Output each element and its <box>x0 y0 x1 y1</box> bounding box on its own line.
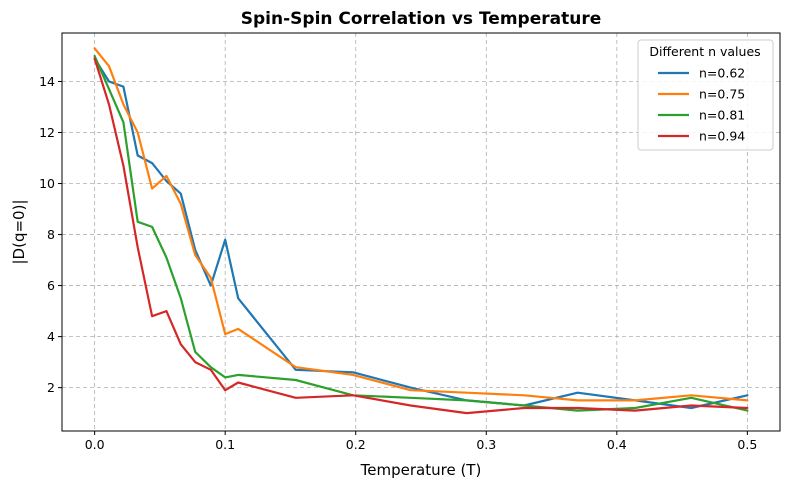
y-tick-label: 6 <box>47 278 55 293</box>
legend: Different n values n=0.62n=0.75n=0.81n=0… <box>637 39 774 151</box>
x-axis-label: Temperature (T) <box>360 461 482 479</box>
y-tick-label: 8 <box>47 227 55 242</box>
series-line-n=0.81 <box>93 54 749 412</box>
series-lines <box>93 47 749 415</box>
legend-label: n=0.94 <box>699 129 745 144</box>
plot-frame <box>61 32 781 432</box>
legend-title: Different n values <box>649 44 760 59</box>
x-tick-label: 0.2 <box>346 437 366 452</box>
y-axis-ticks: 2 4 6 8 10 12 14 <box>39 74 62 395</box>
y-tick-label: 10 <box>39 176 55 191</box>
series-line-n=0.75 <box>93 47 749 402</box>
legend-label: n=0.62 <box>699 66 745 81</box>
y-tick-label: 2 <box>47 380 55 395</box>
grid <box>62 33 780 431</box>
y-axis-label: |D(q=0)| <box>10 200 28 265</box>
x-tick-label: 0.4 <box>607 437 627 452</box>
legend-entries: n=0.62 n=0.75 n=0.81 n=0.94 <box>658 66 745 144</box>
x-axis-ticks: 0.0 0.1 0.2 0.3 0.4 0.5 <box>85 431 757 452</box>
x-tick-label: 0.1 <box>215 437 235 452</box>
x-tick-label: 0.0 <box>85 437 105 452</box>
legend-box <box>637 39 774 151</box>
x-tick-label: 0.5 <box>737 437 757 452</box>
y-tick-label: 14 <box>39 74 55 89</box>
y-tick-label: 12 <box>39 125 55 140</box>
series-line-n=0.94 <box>93 57 749 415</box>
chart-title: Spin-Spin Correlation vs Temperature <box>241 9 601 29</box>
legend-label: n=0.75 <box>699 87 745 102</box>
legend-label: n=0.81 <box>699 108 745 123</box>
x-tick-label: 0.3 <box>476 437 496 452</box>
y-tick-label: 4 <box>47 329 55 344</box>
series-line-n=0.62 <box>93 57 749 410</box>
